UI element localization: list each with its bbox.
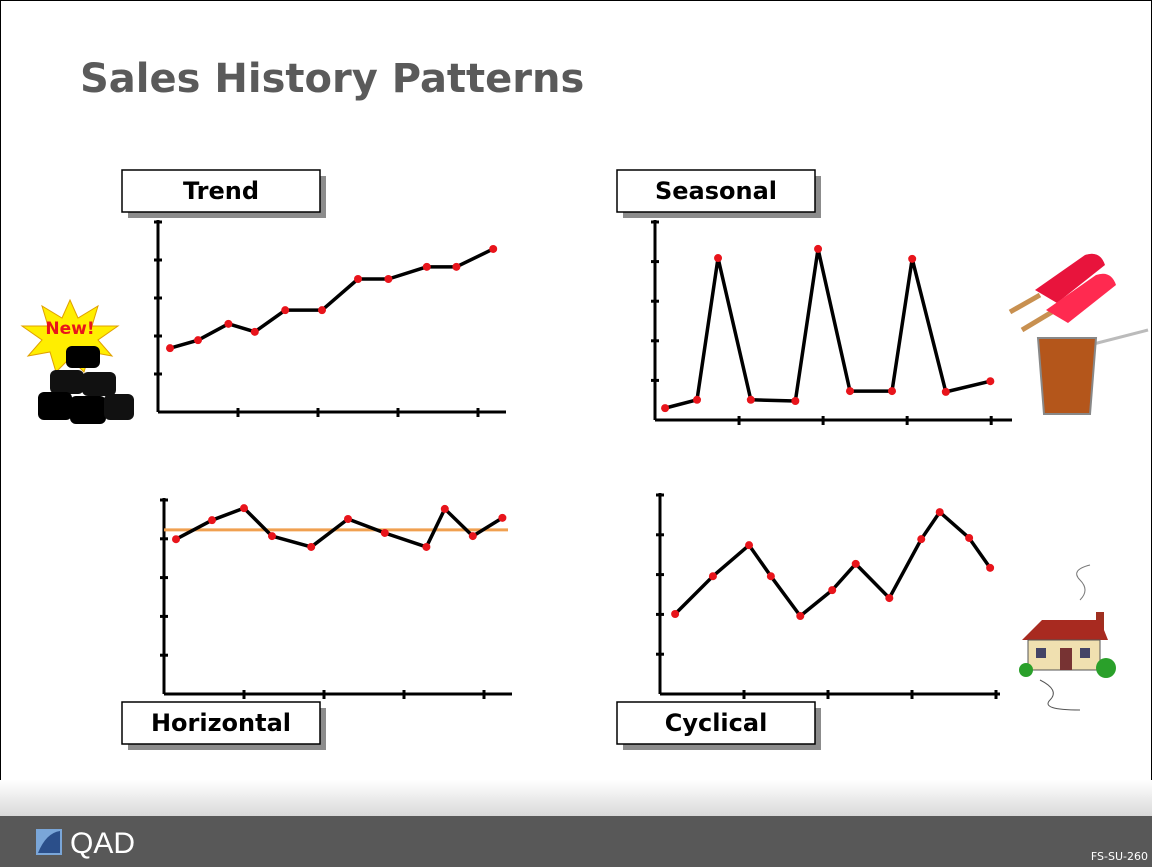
- data-point: [240, 504, 248, 512]
- badge-text: New!: [45, 319, 94, 339]
- data-point: [318, 306, 326, 314]
- slide-code: FS-SU-260: [1091, 850, 1148, 863]
- slide-title: Sales History Patterns: [80, 56, 584, 102]
- chart-title: Seasonal: [655, 177, 777, 205]
- data-point: [942, 388, 950, 396]
- data-point: [354, 275, 362, 283]
- data-point: [281, 306, 289, 314]
- data-point: [469, 532, 477, 540]
- data-point: [381, 529, 389, 537]
- slide: Sales History Patterns QAD FS-SU-260 New…: [0, 0, 1152, 867]
- data-point: [814, 245, 822, 253]
- data-point: [908, 255, 916, 263]
- data-point: [791, 397, 799, 405]
- data-point: [709, 572, 717, 580]
- data-point: [166, 344, 174, 352]
- data-point: [423, 263, 431, 271]
- footer-fade: [0, 780, 1152, 816]
- data-point: [452, 263, 460, 271]
- chart-title: Trend: [183, 177, 259, 205]
- data-point: [489, 245, 497, 253]
- data-point: [852, 560, 860, 568]
- data-point: [745, 541, 753, 549]
- chart-title: Horizontal: [151, 709, 291, 737]
- data-point: [224, 320, 232, 328]
- data-point: [917, 535, 925, 543]
- logo-text: QAD: [70, 827, 135, 860]
- data-point: [986, 564, 994, 572]
- data-point: [936, 508, 944, 516]
- chart-title: Cyclical: [665, 709, 768, 737]
- data-point: [498, 514, 506, 522]
- data-point: [441, 505, 449, 513]
- data-point: [307, 543, 315, 551]
- data-point: [422, 543, 430, 551]
- data-point: [714, 254, 722, 262]
- data-point: [885, 594, 893, 602]
- data-point: [344, 515, 352, 523]
- data-point: [767, 572, 775, 580]
- data-point: [986, 377, 994, 385]
- data-point: [846, 387, 854, 395]
- data-point: [747, 396, 755, 404]
- data-point: [172, 535, 180, 543]
- data-point: [251, 328, 259, 336]
- data-point: [796, 612, 804, 620]
- data-point: [384, 275, 392, 283]
- data-point: [208, 516, 216, 524]
- data-point: [194, 336, 202, 344]
- data-point: [671, 610, 679, 618]
- data-point: [693, 396, 701, 404]
- data-point: [828, 586, 836, 594]
- footer-bar: [0, 816, 1152, 867]
- data-point: [888, 387, 896, 395]
- data-point: [661, 404, 669, 412]
- data-point: [268, 532, 276, 540]
- data-point: [965, 534, 973, 542]
